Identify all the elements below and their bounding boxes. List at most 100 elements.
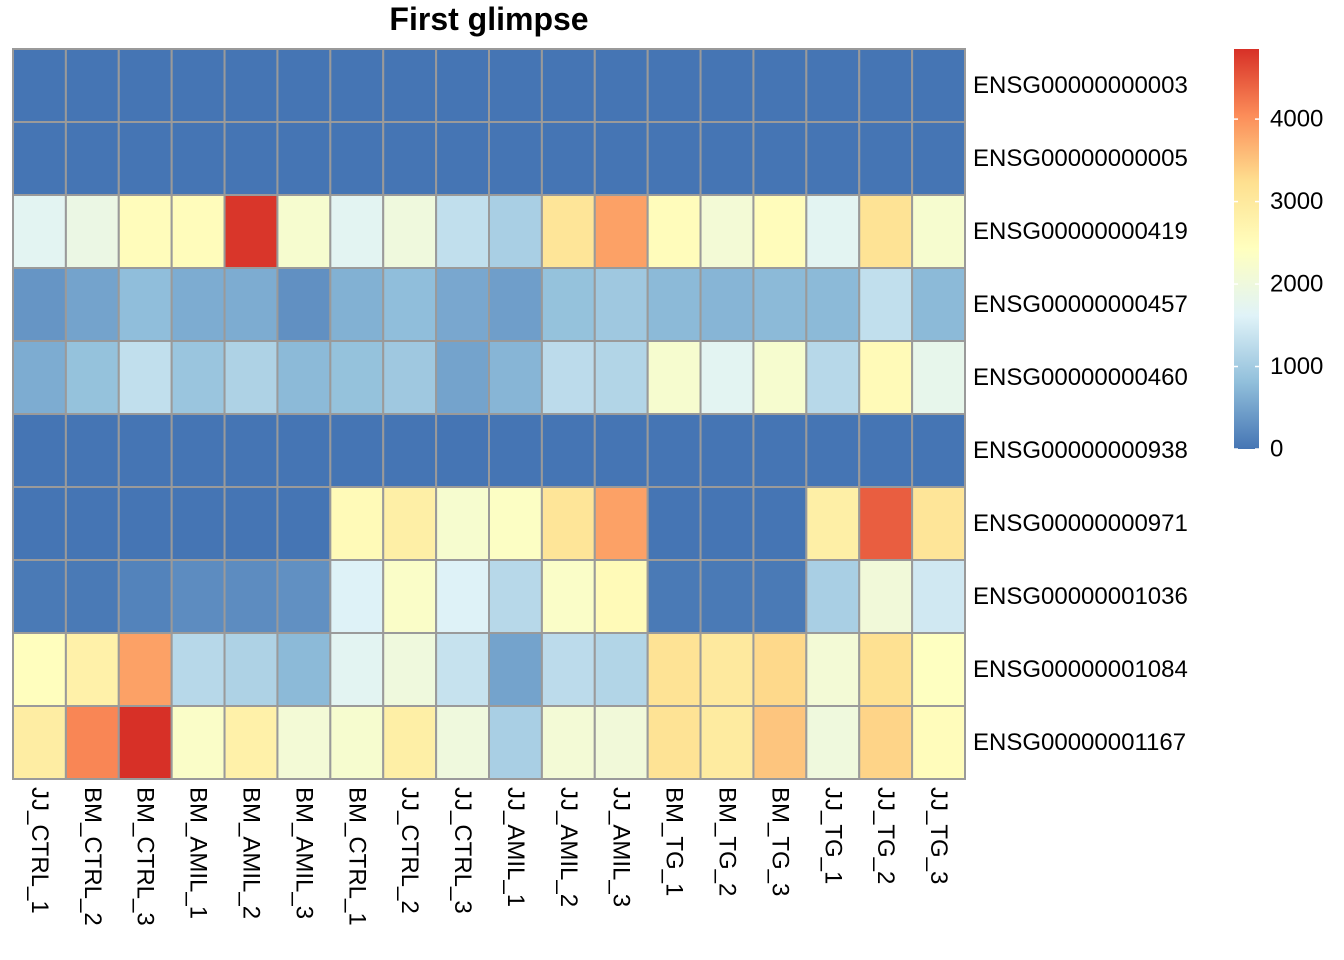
heatmap-cell bbox=[858, 121, 914, 196]
heatmap-cell bbox=[435, 413, 491, 488]
heatmap-cell bbox=[540, 705, 596, 780]
row-label: ENSG00000000938 bbox=[973, 437, 1188, 464]
column-label: BM_AMIL_3 bbox=[290, 787, 317, 919]
heatmap-cell bbox=[593, 486, 649, 561]
heatmap-cell bbox=[435, 705, 491, 780]
heatmap-cell bbox=[911, 413, 966, 488]
heatmap-cell bbox=[382, 267, 438, 342]
heatmap-cell bbox=[12, 486, 67, 561]
column-label: BM_AMIL_2 bbox=[238, 787, 265, 919]
heatmap-cell bbox=[382, 705, 438, 780]
heatmap-cell bbox=[752, 194, 808, 269]
row-label: ENSG00000000457 bbox=[973, 291, 1188, 318]
row-label: ENSG00000000460 bbox=[973, 364, 1188, 391]
heatmap-cell bbox=[382, 194, 438, 269]
heatmap-cell bbox=[752, 632, 808, 707]
heatmap-cell bbox=[64, 121, 120, 196]
heatmap-cell bbox=[276, 559, 332, 634]
heatmap-cell bbox=[64, 705, 120, 780]
heatmap-cell bbox=[223, 340, 279, 415]
row-label: ENSG00000000419 bbox=[973, 218, 1188, 245]
heatmap-cell bbox=[223, 194, 279, 269]
heatmap-cell bbox=[699, 48, 755, 123]
heatmap-cell bbox=[435, 48, 491, 123]
heatmap-cell bbox=[329, 413, 385, 488]
heatmap-cell bbox=[435, 632, 491, 707]
heatmap-cell bbox=[329, 340, 385, 415]
colorbar-tick-label: 0 bbox=[1270, 436, 1283, 463]
heatmap-cell bbox=[12, 121, 67, 196]
heatmap-cell bbox=[64, 267, 120, 342]
column-label: JJ_CTRL_1 bbox=[26, 787, 53, 914]
row-label: ENSG00000001084 bbox=[973, 656, 1188, 683]
heatmap-cell bbox=[646, 194, 702, 269]
heatmap-cell bbox=[540, 194, 596, 269]
heatmap-cell bbox=[170, 121, 226, 196]
colorbar-tick-label: 4000 bbox=[1270, 106, 1323, 133]
heatmap-cell bbox=[540, 267, 596, 342]
heatmap-cell bbox=[540, 48, 596, 123]
heatmap-cell bbox=[12, 194, 67, 269]
heatmap-cell bbox=[117, 48, 173, 123]
heatmap-cell bbox=[488, 194, 543, 269]
heatmap-cell bbox=[223, 267, 279, 342]
heatmap-cell bbox=[805, 267, 861, 342]
heatmap-cell bbox=[170, 340, 226, 415]
heatmap-cell bbox=[699, 559, 755, 634]
column-label: BM_TG_3 bbox=[766, 787, 793, 896]
column-label: JJ_TG_3 bbox=[925, 787, 952, 884]
heatmap-cell bbox=[276, 705, 332, 780]
heatmap-cell bbox=[117, 413, 173, 488]
heatmap-cell bbox=[540, 413, 596, 488]
chart-title: First glimpse bbox=[389, 1, 588, 37]
heatmap-cell bbox=[911, 632, 966, 707]
heatmap-cell bbox=[805, 340, 861, 415]
heatmap-cell bbox=[117, 705, 173, 780]
column-label: BM_CTRL_3 bbox=[132, 787, 159, 926]
heatmap-cell bbox=[223, 632, 279, 707]
column-label: JJ_AMIL_2 bbox=[555, 787, 582, 907]
heatmap-cell bbox=[911, 559, 966, 634]
heatmap-cell bbox=[858, 48, 914, 123]
heatmap-cell bbox=[488, 121, 543, 196]
heatmap-cell bbox=[911, 486, 966, 561]
heatmap-cell bbox=[276, 632, 332, 707]
heatmap-cell bbox=[435, 486, 491, 561]
heatmap-cell bbox=[382, 632, 438, 707]
heatmap-cell bbox=[646, 559, 702, 634]
heatmap-cell bbox=[276, 486, 332, 561]
heatmap-cell bbox=[646, 267, 702, 342]
heatmap-cell bbox=[223, 705, 279, 780]
heatmap-cell bbox=[911, 48, 966, 123]
heatmap-cell bbox=[170, 705, 226, 780]
heatmap-cell bbox=[805, 705, 861, 780]
heatmap-cell bbox=[64, 340, 120, 415]
row-label: ENSG00000000005 bbox=[973, 145, 1188, 172]
heatmap-cell bbox=[911, 340, 966, 415]
heatmap-cell bbox=[12, 413, 67, 488]
heatmap-cell bbox=[699, 632, 755, 707]
heatmap-cell bbox=[64, 194, 120, 269]
heatmap-cell bbox=[64, 413, 120, 488]
heatmap-cell bbox=[752, 705, 808, 780]
heatmap-cell bbox=[858, 559, 914, 634]
heatmap-cell bbox=[276, 340, 332, 415]
heatmap-cell bbox=[805, 121, 861, 196]
heatmap-cell bbox=[911, 267, 966, 342]
column-label: BM_AMIL_1 bbox=[185, 787, 212, 919]
column-label: JJ_CTRL_2 bbox=[396, 787, 423, 914]
heatmap-cell bbox=[382, 340, 438, 415]
heatmap-cell bbox=[435, 267, 491, 342]
heatmap-cell bbox=[12, 340, 67, 415]
heatmap-cell bbox=[488, 632, 543, 707]
heatmap-cell bbox=[593, 340, 649, 415]
heatmap-cell bbox=[646, 632, 702, 707]
heatmap-cell bbox=[276, 267, 332, 342]
heatmap-cell bbox=[858, 705, 914, 780]
heatmap-cell bbox=[699, 413, 755, 488]
heatmap-cell bbox=[858, 194, 914, 269]
heatmap-cell bbox=[858, 632, 914, 707]
heatmap-cell bbox=[329, 194, 385, 269]
heatmap-cell bbox=[12, 632, 67, 707]
heatmap-cell bbox=[752, 486, 808, 561]
